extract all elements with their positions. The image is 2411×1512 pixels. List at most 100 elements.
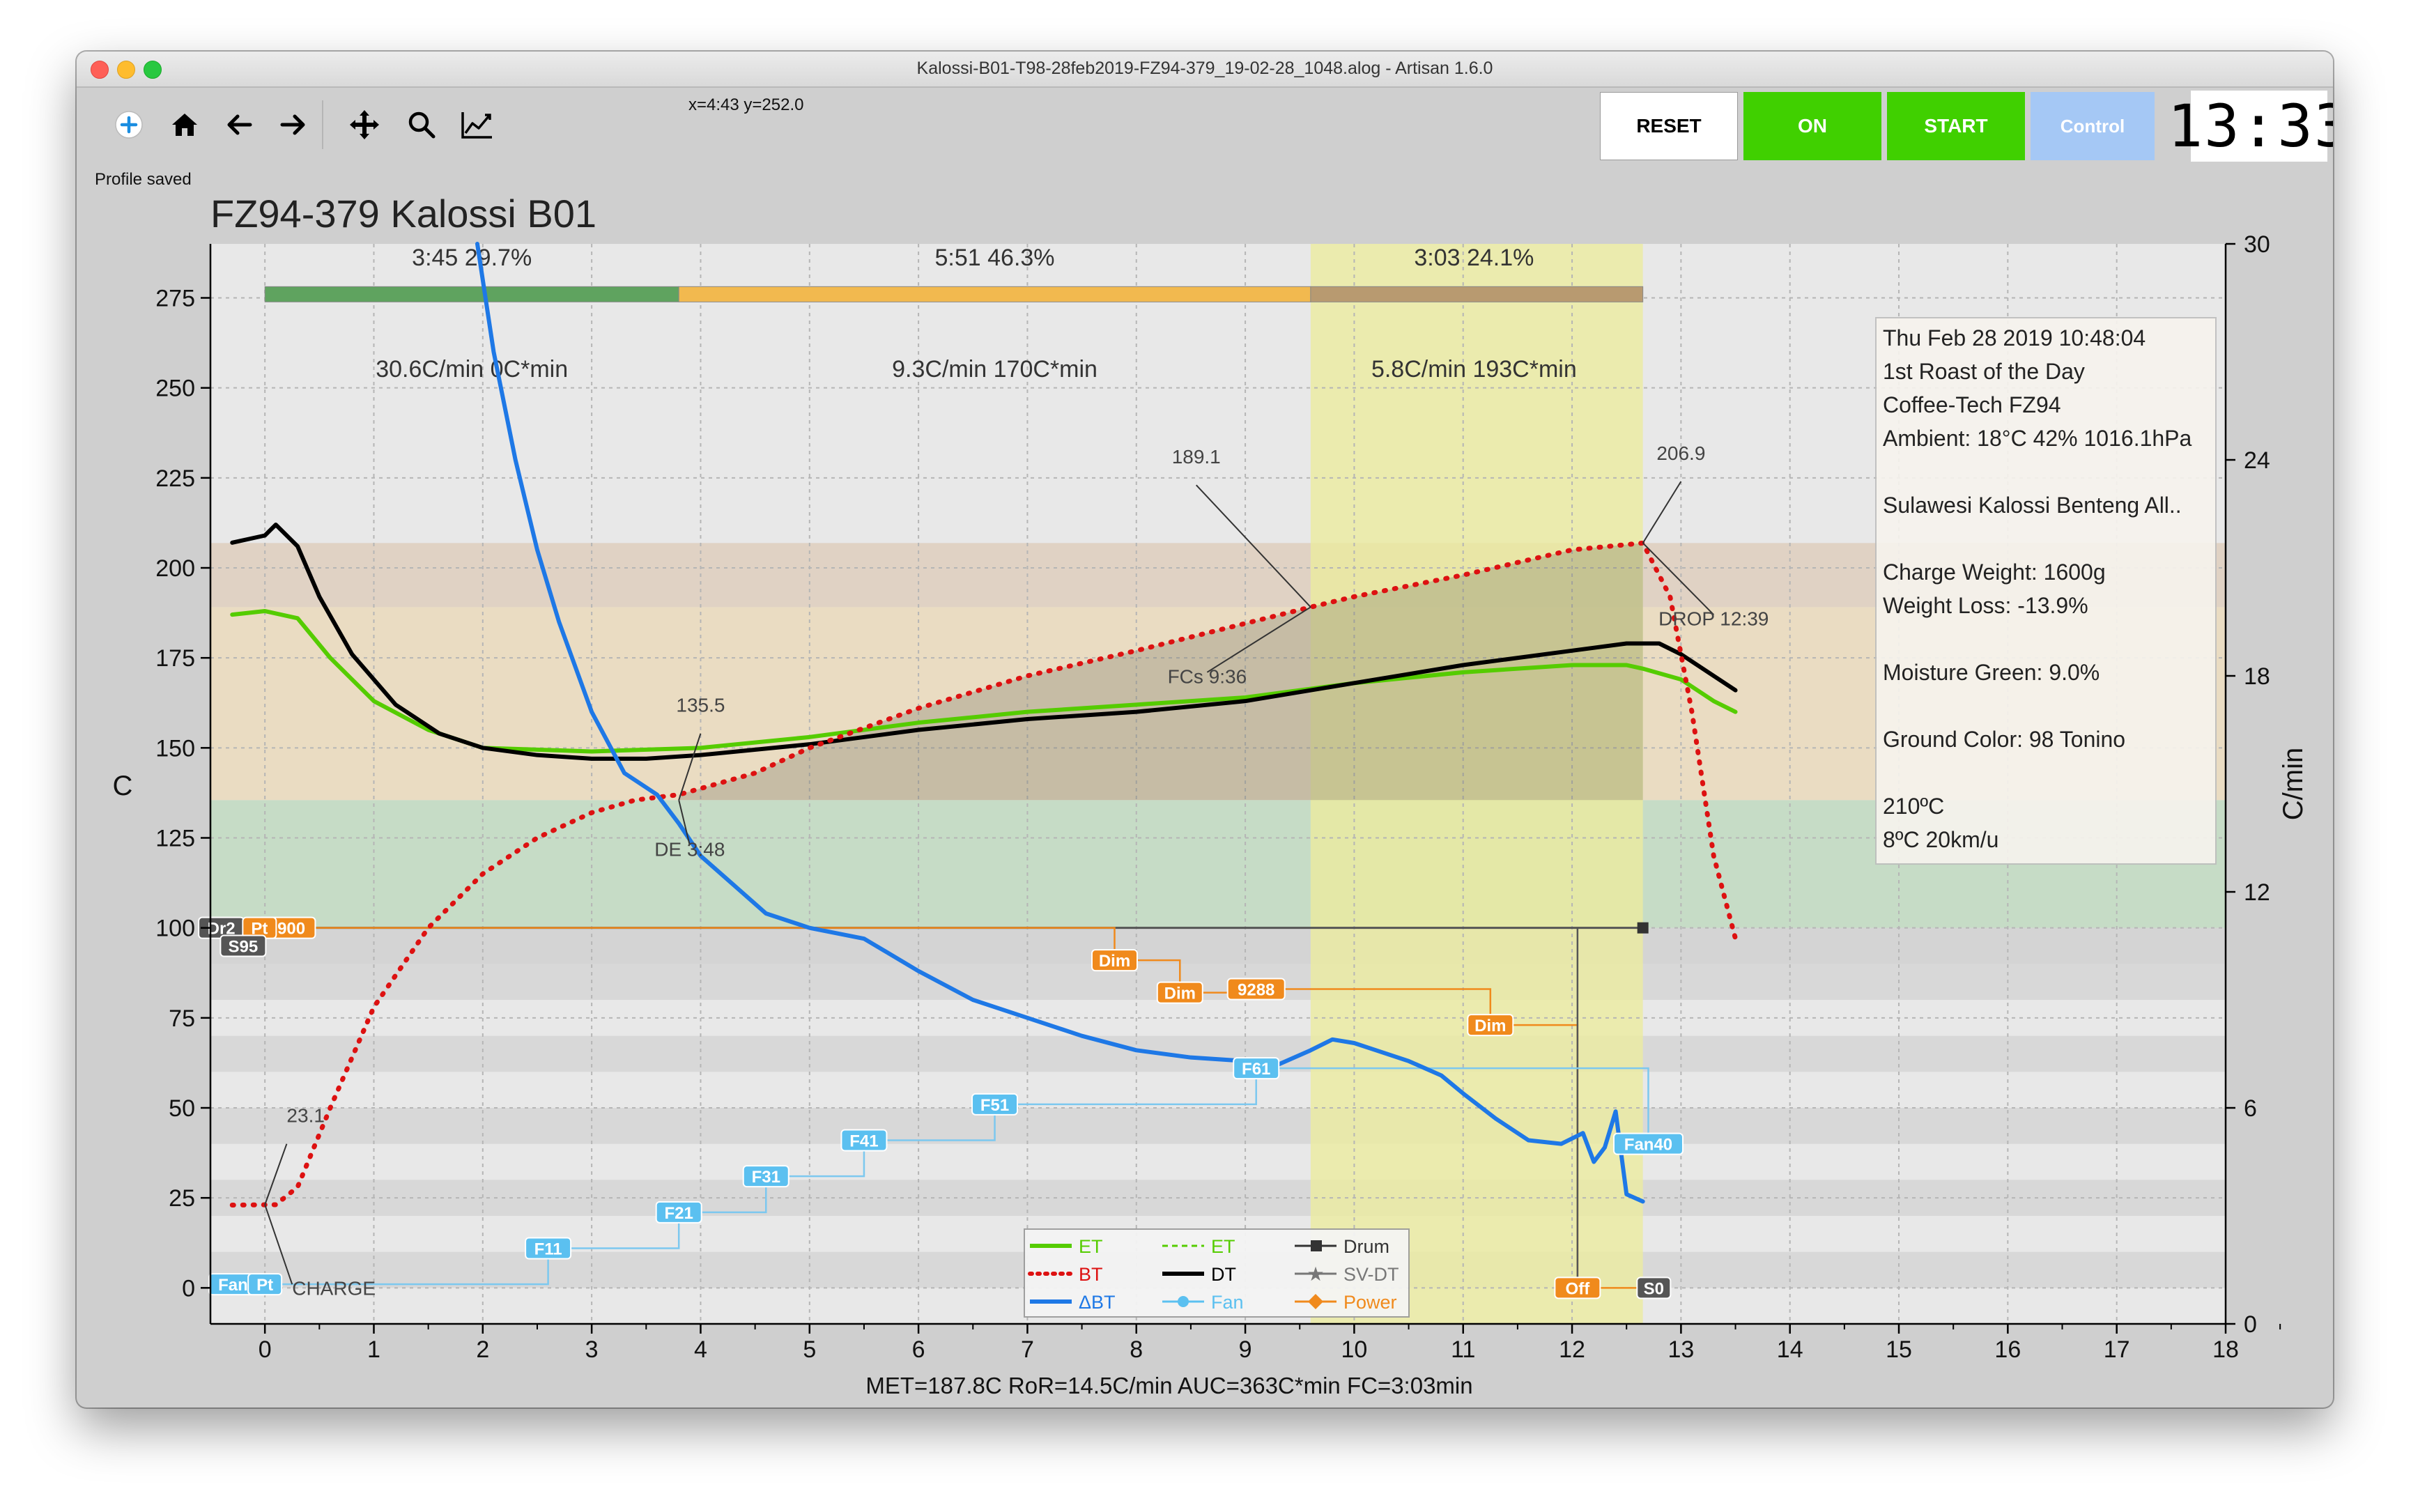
info-box-line: Charge Weight: 1600g [1883,560,2106,585]
annotation-label: DROP 12:39 [1658,608,1769,630]
fan-event-badge: F11 [525,1237,572,1260]
close-window-button[interactable] [91,61,109,79]
info-box-line: Ground Color: 98 Tonino [1883,727,2125,752]
annotation-leader [1206,606,1311,673]
series-line-bt [475,242,1645,1204]
control-button[interactable]: Control [2031,92,2155,160]
legend-entry: Fan [1162,1292,1244,1313]
legend-label: Drum [1343,1236,1389,1257]
phase-time-label: 3:45 29.7% [412,245,532,271]
x-tick-label: 17 [2104,1336,2130,1363]
legend-label: BT [1079,1264,1103,1285]
zoom-icon[interactable] [400,100,443,149]
info-box-line: Weight Loss: -13.9% [1883,593,2088,618]
back-arrow-icon[interactable] [217,100,261,149]
annotation-label: FCs 9:36 [1168,665,1247,687]
annotation-value: 135.5 [676,695,725,716]
event-badge: Dim [1467,1014,1514,1037]
x-tick-label: 12 [1559,1336,1585,1363]
y2-tick-label: 30 [2244,231,2270,258]
y-tick-label: 250 [155,376,195,402]
x-tick-label: 10 [1341,1336,1367,1363]
annotation-leader [1642,481,1682,543]
timer-display: 13:33 [2167,91,2333,162]
legend-entry: Power [1295,1292,1397,1313]
fan-event-badge: F61 [1233,1057,1280,1080]
home-icon[interactable] [163,100,206,149]
pan-icon[interactable] [343,100,386,149]
phase-ror-label: 30.6C/min 0C*min [376,356,568,383]
fan-event-badge-label: F21 [665,1204,693,1223]
x-tick-label: 13 [1667,1336,1694,1363]
y-tick-label: 175 [155,645,195,672]
roast-chart[interactable]: 3:45 29.7% 30.6C/min 0C*min 5:51 46.3% 9.3C… [77,52,2333,1407]
y2-tick-label: 6 [2244,1095,2257,1122]
coordinate-readout: x=4:43 y=252.0 [688,95,804,114]
info-box-line: Coffee-Tech FZ94 [1883,392,2061,417]
x-tick-label: 4 [694,1336,707,1363]
status-message: Profile saved [95,170,192,189]
drum-marker [1637,922,1649,934]
legend-label: Power [1343,1292,1397,1313]
legend [1024,1228,1410,1318]
legend-label: SV-DT [1343,1264,1399,1285]
annotation-value: 189.1 [1172,446,1221,468]
legend-label: Fan [1211,1292,1244,1313]
fan-event-badge-label: F51 [980,1096,1009,1115]
series-line-dt [230,523,1738,761]
fan-event-badge: Fan40 [1612,1132,1684,1155]
y-tick-label: 75 [169,1005,195,1032]
fan-event-badge-label: F11 [534,1240,562,1259]
start-button[interactable]: START [1887,92,2025,160]
y-tick-label: 25 [169,1185,195,1212]
phase-bar-segment [678,286,1311,302]
event-badge-label: 9288 [1238,981,1274,1000]
annotation-leader [678,733,702,801]
phase-ror-label: 9.3C/min 170C*min [892,356,1097,383]
legend-entry: ET [1162,1236,1235,1257]
chart-options-icon[interactable] [456,100,499,149]
y-tick-label: 0 [182,1275,195,1302]
minimize-window-button[interactable] [117,61,135,79]
info-box-line: Moisture Green: 9.0% [1883,660,2100,685]
x-tick-label: 9 [1239,1336,1252,1363]
title-bar: Kalossi-B01-T98-28feb2019-FZ94-379_19-02… [77,52,2333,88]
event-badge-label: Dim [1164,985,1196,1003]
event-badge: 9288 [1226,978,1286,1001]
zoom-window-button[interactable] [144,61,162,79]
y-tick-label: 275 [155,286,195,312]
on-button[interactable]: ON [1743,92,1881,160]
reset-button[interactable]: RESET [1600,92,1738,160]
y-tick-label: 50 [169,1095,195,1122]
event-badge: S0 [1636,1276,1672,1299]
app-window: Kalossi-B01-T98-28feb2019-FZ94-379_19-02… [77,52,2333,1407]
forward-arrow-icon[interactable] [272,100,315,149]
legend-marker [1308,1294,1323,1309]
x-tick-label: 0 [259,1336,272,1363]
toolbar-separator [322,100,323,149]
x-tick-label: 8 [1130,1336,1143,1363]
legend-label: ΔBT [1079,1292,1116,1313]
y-tick-label: 125 [155,826,195,852]
event-badge: Off [1554,1276,1601,1299]
fan-event-badge-label: Pt [256,1276,273,1295]
add-icon[interactable] [107,100,151,149]
y-tick-label: 150 [155,735,195,762]
info-box-line: Sulawesi Kalossi Benteng All.. [1883,493,2182,518]
annotation-leader [1642,542,1714,615]
legend-entry: Drum [1295,1236,1389,1257]
x-tick-label: 7 [1021,1336,1034,1363]
info-box [1875,317,2217,865]
fan-event-badge-label: Fan40 [1624,1136,1672,1155]
event-badge-label: Off [1566,1279,1591,1298]
event-badge-label: Dim [1474,1017,1506,1035]
legend-marker [1178,1296,1189,1307]
phase-bar-segment [1310,286,1644,302]
stats-readout: MET=187.8C RoR=14.5C/min AUC=363C*min FC… [865,1373,1472,1398]
legend-label: ET [1079,1236,1103,1257]
fan-event-badge: F21 [655,1201,702,1224]
fan-event-line [232,1067,1649,1286]
y2-tick-label: 12 [2244,879,2270,906]
y-tick-label: 100 [155,916,195,942]
event-badge-label: S95 [229,938,259,957]
